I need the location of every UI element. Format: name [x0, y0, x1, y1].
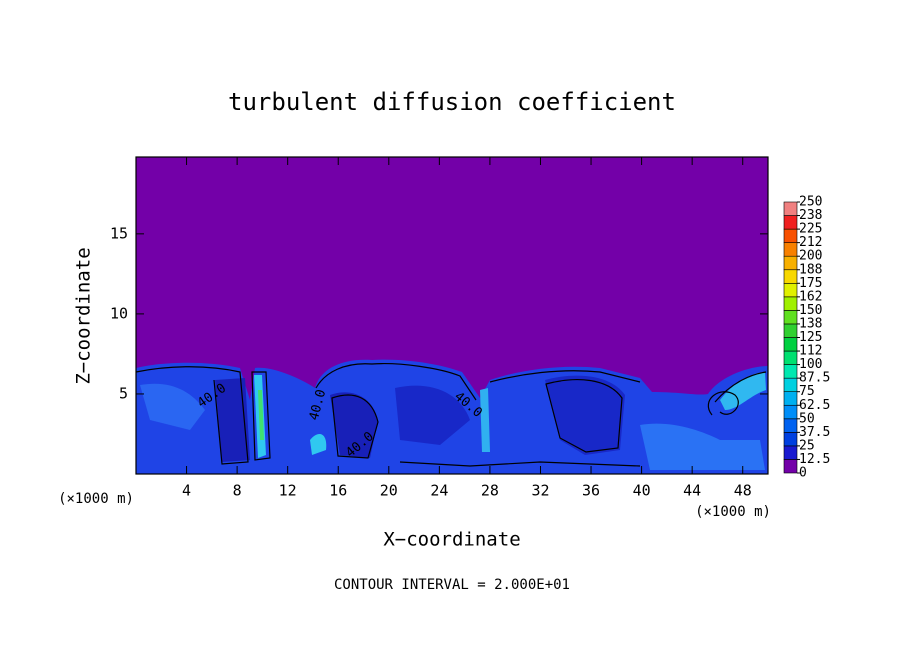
- colorbar-box: [783, 255, 798, 271]
- colorbar-box: [783, 323, 798, 338]
- y-axis-label: Z−coordinate: [73, 247, 95, 384]
- x-tick-label: 32: [531, 482, 549, 500]
- field-patch: [545, 375, 625, 455]
- colorbar-box: [783, 377, 798, 392]
- x-tick-label: 48: [734, 482, 752, 500]
- x-tick-label: 44: [683, 482, 701, 500]
- field-streak: [310, 434, 327, 455]
- colorbar-box: [783, 201, 798, 216]
- colorbar-box: [783, 350, 798, 365]
- colorbar-box: [783, 310, 798, 325]
- colorbar-label: 200: [799, 249, 822, 264]
- colorbar-box: [783, 337, 798, 352]
- x-axis-label: X−coordinate: [383, 529, 520, 551]
- x-tick-label: 20: [380, 482, 398, 500]
- x-tick-label: 24: [430, 482, 448, 500]
- colorbar-box: [783, 364, 798, 379]
- colorbar-box: [783, 459, 798, 474]
- colorbar: 012.52537.55062.57587.510011212513815016…: [783, 195, 830, 481]
- contour-line: [315, 363, 477, 401]
- chart-title: turbulent diffusion coefficient: [228, 88, 676, 116]
- colorbar-box: [783, 228, 798, 243]
- colorbar-box: [783, 215, 798, 230]
- field-streak: [480, 388, 490, 452]
- y-tick-label: 5: [119, 384, 128, 402]
- colorbar-box: [783, 391, 798, 406]
- x-tick-label: 8: [233, 482, 242, 500]
- contour-line: [251, 371, 271, 461]
- colorbar-label: 37.5: [799, 425, 830, 440]
- colorbar-label: 250: [799, 195, 822, 210]
- colorbar-label: 225: [799, 222, 822, 237]
- colorbar-label: 112: [799, 344, 822, 359]
- colorbar-box: [783, 269, 798, 284]
- colorbar-box: [783, 242, 798, 257]
- contour-line: [135, 366, 249, 465]
- colorbar-box: [783, 404, 798, 420]
- field-streak: [258, 390, 264, 440]
- contour-line: [331, 394, 379, 459]
- colorbar-label: 0: [799, 466, 807, 481]
- x-tick-label: 4: [182, 482, 191, 500]
- colorbar-label: 62.5: [799, 398, 830, 413]
- field-patch: [640, 423, 765, 470]
- contour-line: [489, 370, 641, 383]
- colorbar-label: 138: [799, 316, 822, 331]
- colorbar-box: [783, 296, 798, 311]
- colorbar-label: 12.5: [799, 452, 830, 467]
- x-tick-label: 16: [329, 482, 347, 500]
- colorbar-box: [783, 418, 798, 433]
- colorbar-box: [783, 445, 798, 460]
- field-patch: [395, 385, 470, 445]
- colorbar-label: 188: [799, 262, 822, 277]
- contour-line: [714, 371, 767, 403]
- y-unit-label: (×1000 m): [58, 491, 134, 507]
- field: [135, 359, 768, 474]
- colorbar-label: 175: [799, 276, 822, 291]
- y-tick-label: 10: [110, 304, 128, 322]
- colorbar-box: [783, 282, 798, 298]
- field-patch: [330, 392, 378, 458]
- field-patch: [215, 378, 250, 462]
- x-tick-label: 36: [582, 482, 600, 500]
- contour-line: [399, 461, 641, 467]
- colorbar-label: 25: [799, 438, 815, 453]
- colorbar-label: 212: [799, 235, 822, 250]
- x-tick-label: 40: [633, 482, 651, 500]
- contour-line: [545, 379, 623, 453]
- contour-line: [707, 391, 739, 416]
- plot-frame: [135, 156, 769, 475]
- colorbar-label: 75: [799, 384, 815, 399]
- x-tick-label: 28: [481, 482, 499, 500]
- y-tick-label: 15: [110, 224, 128, 242]
- colorbar-box: [783, 432, 798, 447]
- footnote: CONTOUR INTERVAL = 2.000E+01: [334, 577, 570, 593]
- colorbar-label: 125: [799, 330, 822, 345]
- x-tick-label: 12: [279, 482, 297, 500]
- field-patch: [140, 383, 205, 430]
- colorbar-label: 162: [799, 289, 822, 304]
- colorbar-label: 87.5: [799, 371, 830, 386]
- field-streak: [720, 372, 766, 410]
- colorbar-label: 150: [799, 303, 822, 318]
- x-unit-label: (×1000 m): [695, 504, 771, 520]
- colorbar-label: 100: [799, 357, 822, 372]
- colorbar-label: 238: [799, 208, 822, 223]
- colorbar-label: 50: [799, 411, 815, 426]
